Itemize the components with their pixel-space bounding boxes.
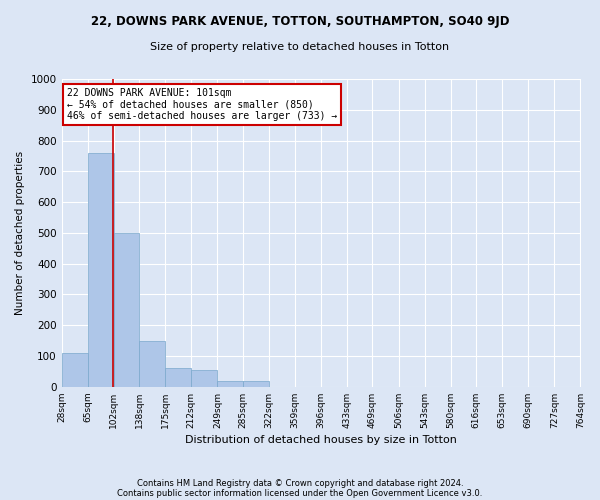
Y-axis label: Number of detached properties: Number of detached properties xyxy=(15,151,25,315)
Bar xyxy=(62,353,88,387)
Bar xyxy=(165,368,191,387)
Bar xyxy=(217,380,243,387)
Text: 22, DOWNS PARK AVENUE, TOTTON, SOUTHAMPTON, SO40 9JD: 22, DOWNS PARK AVENUE, TOTTON, SOUTHAMPT… xyxy=(91,15,509,28)
Bar xyxy=(191,370,217,387)
Text: Contains HM Land Registry data © Crown copyright and database right 2024.: Contains HM Land Registry data © Crown c… xyxy=(137,478,463,488)
Text: 22 DOWNS PARK AVENUE: 101sqm
← 54% of detached houses are smaller (850)
46% of s: 22 DOWNS PARK AVENUE: 101sqm ← 54% of de… xyxy=(67,88,337,122)
X-axis label: Distribution of detached houses by size in Totton: Distribution of detached houses by size … xyxy=(185,435,457,445)
Text: Size of property relative to detached houses in Totton: Size of property relative to detached ho… xyxy=(151,42,449,52)
Text: Contains public sector information licensed under the Open Government Licence v3: Contains public sector information licen… xyxy=(118,488,482,498)
Bar xyxy=(139,340,165,387)
Bar xyxy=(243,380,269,387)
Bar xyxy=(114,233,139,387)
Bar xyxy=(88,153,114,387)
